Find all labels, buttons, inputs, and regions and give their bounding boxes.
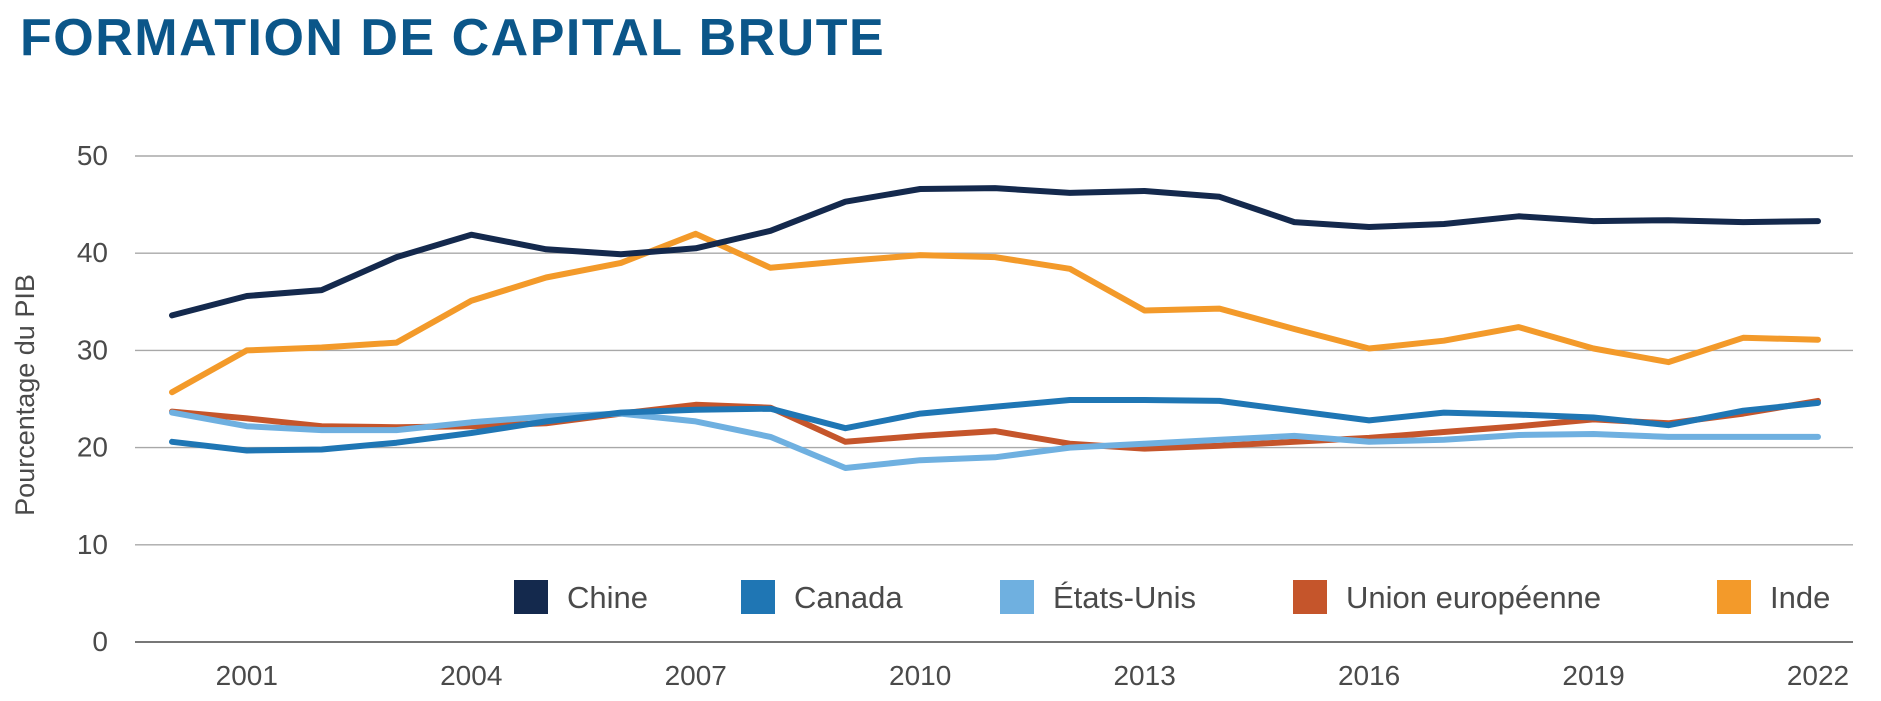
y-tick-label: 40: [77, 237, 108, 268]
series-line--tats-unis: [169, 409, 1821, 471]
legend-swatch: [1717, 580, 1751, 614]
legend-label: États-Unis: [1053, 580, 1196, 615]
x-tick-label: 2010: [889, 660, 951, 691]
y-tick-label: 50: [77, 140, 108, 171]
y-tick-label: 30: [77, 334, 108, 365]
legend-swatch: [514, 580, 548, 614]
legend-swatch: [1000, 580, 1034, 614]
x-axis-ticks: 2001 2004 2007 2010 2013 2016 2019 2022: [216, 660, 1849, 691]
legend-swatch: [741, 580, 775, 614]
y-axis-ticks: 0 10 20 30 40 50: [77, 140, 108, 657]
x-tick-label: 2016: [1338, 660, 1400, 691]
y-axis-label: Pourcentage du PIB: [10, 274, 40, 516]
x-tick-label: 2013: [1113, 660, 1175, 691]
legend-label: Chine: [567, 580, 648, 615]
x-tick-label: 2022: [1787, 660, 1849, 691]
chart-title: FORMATION DE CAPITAL BRUTE: [20, 9, 886, 67]
legend-label: Inde: [1770, 580, 1830, 615]
gridlines: [135, 155, 1853, 643]
legend-label: Union européenne: [1346, 580, 1601, 615]
x-tick-label: 2001: [216, 660, 278, 691]
legend-swatch: [1293, 580, 1327, 614]
legend-label: Canada: [794, 580, 903, 615]
y-tick-label: 20: [77, 432, 108, 463]
series-line-canada: [169, 397, 1821, 454]
legend: Chine Canada États-Unis Union européenne Ind…: [514, 580, 1830, 615]
series-lines: [169, 185, 1821, 471]
x-tick-label: 2019: [1562, 660, 1624, 691]
series-line-inde: [169, 230, 1821, 396]
y-tick-label: 0: [92, 626, 108, 657]
y-tick-label: 10: [77, 529, 108, 560]
x-tick-label: 2007: [665, 660, 727, 691]
series-line-chine: [169, 185, 1821, 319]
x-tick-label: 2004: [440, 660, 502, 691]
